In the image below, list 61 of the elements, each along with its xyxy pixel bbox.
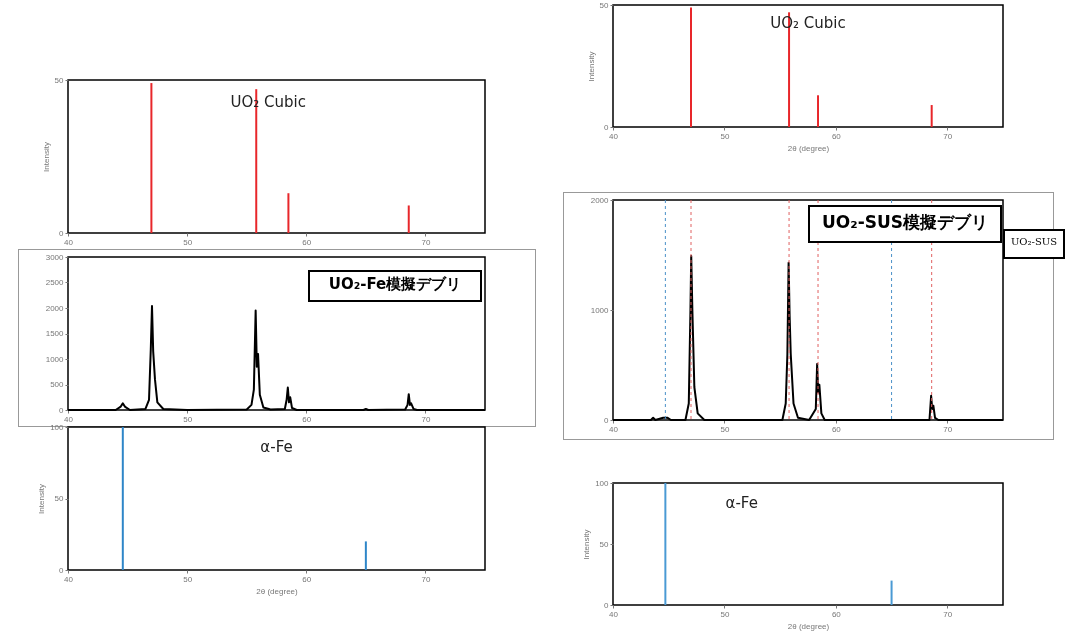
x-tick-label: 60 bbox=[302, 574, 312, 584]
y-tick-label: 0 bbox=[604, 600, 610, 610]
bar bbox=[150, 83, 153, 233]
x-tick-label: 40 bbox=[609, 609, 619, 619]
y-tick-label: 2500 bbox=[45, 278, 65, 287]
y-tick-label: 1500 bbox=[45, 329, 65, 338]
bar bbox=[287, 193, 290, 233]
y-tick-label: 0 bbox=[604, 122, 610, 132]
annotation: α-Fe bbox=[725, 494, 758, 512]
x-tick-label: 40 bbox=[609, 131, 619, 141]
y-tick-label: 50 bbox=[54, 75, 65, 85]
bar bbox=[407, 205, 410, 233]
y-tick-label: 3000 bbox=[45, 252, 65, 262]
x-tick-label: 40 bbox=[609, 424, 619, 434]
x-axis-title: 2θ (degree) bbox=[787, 621, 830, 631]
y-axis-title: Intensity bbox=[37, 484, 47, 514]
y-tick-label: 1000 bbox=[45, 354, 65, 364]
bar bbox=[690, 7, 692, 127]
x-tick-label: 50 bbox=[720, 424, 730, 434]
x-tick-label: 50 bbox=[720, 131, 730, 141]
x-tick-label: 40 bbox=[64, 574, 74, 584]
x-tick-label: 60 bbox=[831, 424, 842, 434]
x-tick-label: 40 bbox=[64, 237, 74, 247]
bar bbox=[817, 95, 820, 127]
x-tick-label: 50 bbox=[183, 574, 193, 584]
y-tick-label: 0 bbox=[59, 228, 65, 238]
x-tick-label: 70 bbox=[943, 131, 953, 141]
text: UO₂-SUS bbox=[1003, 229, 1065, 259]
y-tick-label: 2000 bbox=[45, 303, 65, 313]
x-tick-label: 60 bbox=[831, 131, 842, 141]
y-tick-label: 0 bbox=[59, 405, 65, 415]
annotation: UO₂-SUS模擬デブリ bbox=[808, 205, 1002, 243]
y-tick-label: 2000 bbox=[590, 195, 610, 205]
x-tick-label: 50 bbox=[183, 237, 193, 247]
x-tick-label: 50 bbox=[183, 414, 193, 424]
x-tick-label: 70 bbox=[421, 574, 431, 584]
annotation: UO₂-Fe模擬デブリ bbox=[308, 270, 482, 302]
y-tick-label: 0 bbox=[604, 415, 610, 425]
y-axis-title: Intensity bbox=[582, 529, 592, 560]
y-tick-label: 0 bbox=[59, 565, 65, 575]
y-tick-label: 50 bbox=[54, 494, 65, 503]
x-tick-label: 70 bbox=[421, 414, 431, 424]
x-tick-label: 60 bbox=[831, 609, 842, 619]
y-tick-label: 100 bbox=[595, 478, 610, 488]
x-tick-label: 40 bbox=[64, 414, 74, 424]
x-tick-label: 60 bbox=[302, 237, 312, 247]
x-axis-title: 2θ (degree) bbox=[256, 586, 299, 596]
y-tick-label: 1000 bbox=[590, 305, 610, 315]
y-tick-label: 50 bbox=[599, 539, 610, 549]
x-tick-label: 70 bbox=[421, 237, 431, 247]
y-axis-title: Intensity bbox=[586, 51, 596, 82]
y-tick-label: 50 bbox=[599, 0, 610, 10]
y-tick-label: 500 bbox=[50, 380, 65, 389]
x-tick-label: 70 bbox=[943, 424, 953, 434]
y-axis-title: Intensity bbox=[41, 142, 51, 172]
x-tick-label: 60 bbox=[302, 414, 312, 424]
annotation: α-Fe bbox=[260, 438, 293, 456]
x-tick-label: 70 bbox=[943, 609, 953, 619]
x-axis-title: 2θ (degree) bbox=[787, 143, 830, 153]
bar bbox=[930, 105, 933, 127]
x-tick-label: 50 bbox=[720, 609, 730, 619]
